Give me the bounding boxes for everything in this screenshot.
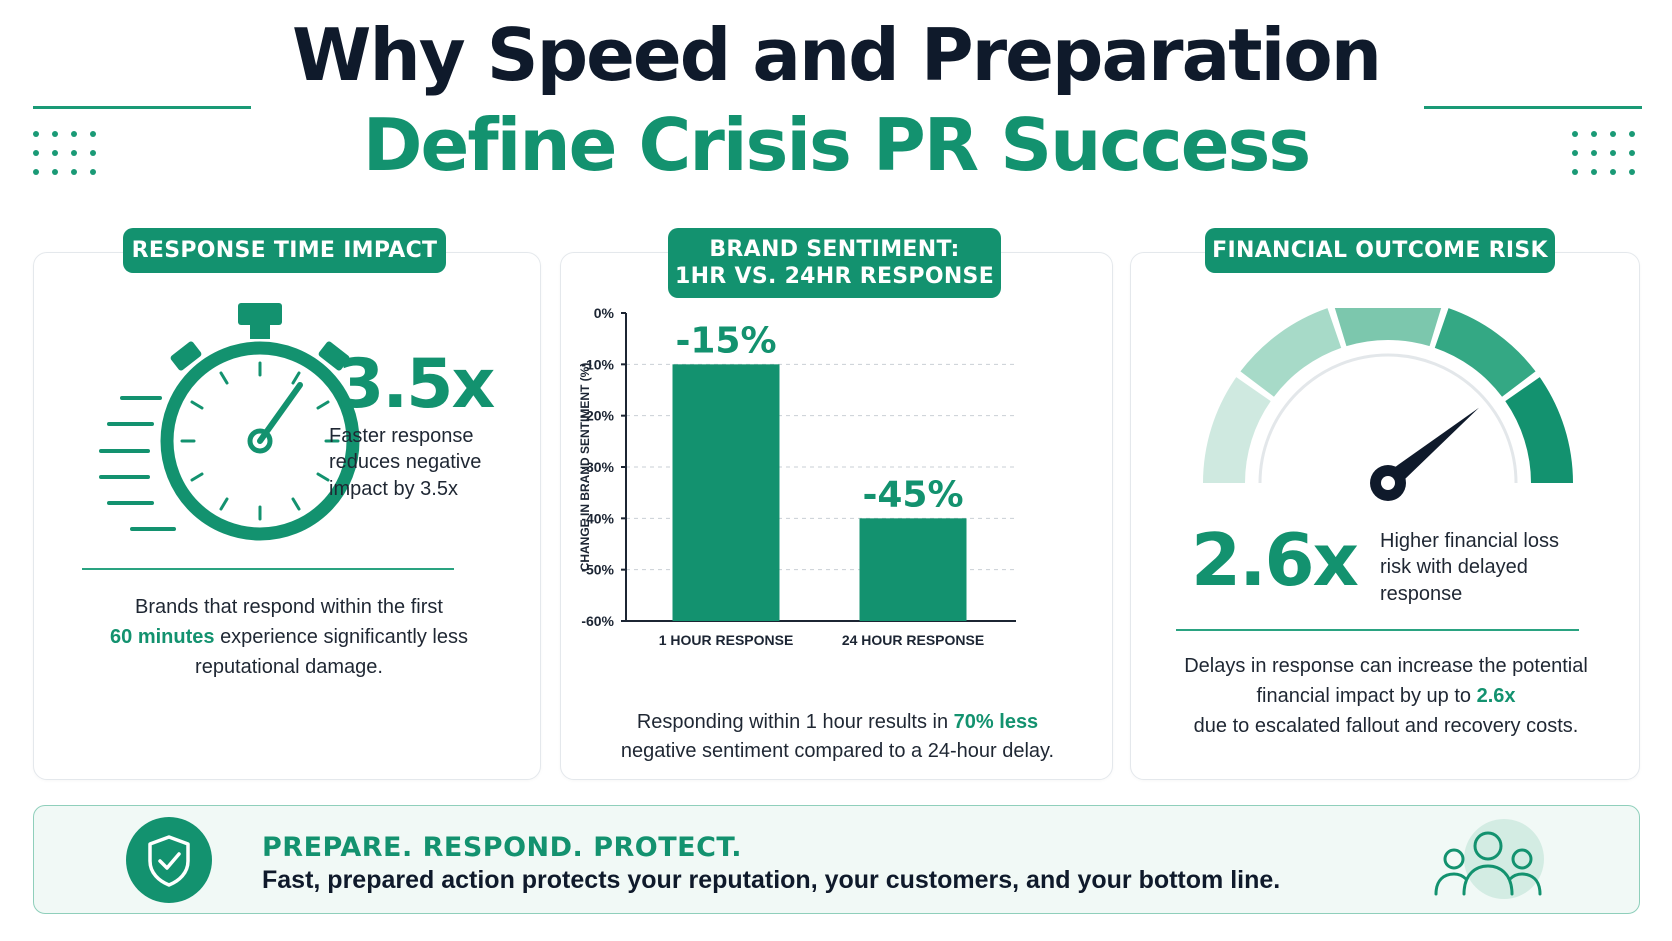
financial-header: FINANCIAL OUTCOME RISK bbox=[1205, 228, 1555, 273]
gauge-segment bbox=[1505, 377, 1573, 483]
bar bbox=[859, 518, 967, 621]
response-time-card: RESPONSE TIME IMPACT bbox=[33, 228, 541, 780]
right-decor-dots bbox=[1572, 131, 1635, 175]
x-category-label: 1 HOUR RESPONSE bbox=[659, 632, 794, 648]
right-decor-line bbox=[1424, 106, 1642, 109]
response-time-header: RESPONSE TIME IMPACT bbox=[123, 228, 446, 273]
response-multiplier: 3.5x bbox=[337, 345, 495, 424]
gauge-segment bbox=[1434, 308, 1536, 397]
bar-data-label: -15% bbox=[675, 320, 776, 361]
y-tick-label: 0% bbox=[594, 308, 615, 321]
financial-separator bbox=[1176, 629, 1579, 631]
response-caption: Faster response reduces negative impact … bbox=[329, 425, 482, 500]
left-decor-line bbox=[33, 106, 251, 109]
y-tick-label: -30% bbox=[581, 459, 614, 475]
brand-sentiment-card: BRAND SENTIMENT: 1HR VS. 24HR RESPONSE 0… bbox=[560, 228, 1113, 780]
y-tick-label: -40% bbox=[581, 510, 614, 526]
bar-data-label: -45% bbox=[862, 474, 963, 515]
page-title-line2: Define Crisis PR Success bbox=[362, 103, 1312, 187]
gauge-inner-arc bbox=[1258, 353, 1518, 484]
financial-body: Delays in response can increase the pote… bbox=[1184, 655, 1588, 737]
shield-check-icon bbox=[126, 817, 212, 903]
x-category-label: 24 HOUR RESPONSE bbox=[842, 632, 984, 648]
brand-sentiment-header: BRAND SENTIMENT: 1HR VS. 24HR RESPONSE bbox=[668, 228, 1001, 298]
bar bbox=[672, 364, 780, 621]
y-tick-label: -50% bbox=[581, 562, 614, 578]
sentiment-footer: Responding within 1 hour results in 70% … bbox=[620, 711, 1055, 762]
y-tick-label: -60% bbox=[581, 613, 614, 629]
page-title-line1: Why Speed and Preparation bbox=[292, 13, 1382, 97]
gauge-icon bbox=[1203, 308, 1573, 501]
bottom-banner: PREPARE. RESPOND. PROTECT. Fast, prepare… bbox=[33, 805, 1640, 914]
sentiment-bar-chart: 0% -10% -20% -30% -40% -50% -60% CHANGE IN BRAN… bbox=[578, 308, 1016, 648]
banner-title: PREPARE. RESPOND. PROTECT. bbox=[262, 832, 742, 863]
financial-card: FINANCIAL OUTCOME RISK 2.6x Higher finan… bbox=[1130, 228, 1640, 780]
financial-caption: Higher financial loss risk with delayed … bbox=[1380, 530, 1559, 605]
gauge-needle bbox=[1382, 407, 1479, 490]
y-tick-label: -10% bbox=[581, 356, 614, 372]
gauge-segment bbox=[1334, 308, 1442, 347]
gauge-segment bbox=[1240, 308, 1342, 397]
response-separator bbox=[82, 568, 454, 570]
y-tick-label: -20% bbox=[581, 408, 614, 424]
banner-subtitle: Fast, prepared action protects your repu… bbox=[262, 866, 1281, 894]
stopwatch-icon bbox=[99, 303, 360, 541]
people-group-icon bbox=[1434, 819, 1544, 899]
gauge-hub-center bbox=[1381, 476, 1395, 490]
y-axis-label: CHANGE IN BRAND SENTIMENT (%) bbox=[578, 363, 592, 572]
left-decor-dots bbox=[33, 131, 96, 175]
gauge-segment bbox=[1203, 377, 1271, 483]
financial-multiplier: 2.6x bbox=[1191, 518, 1359, 602]
response-body: Brands that respond within the first 60 … bbox=[110, 596, 468, 678]
